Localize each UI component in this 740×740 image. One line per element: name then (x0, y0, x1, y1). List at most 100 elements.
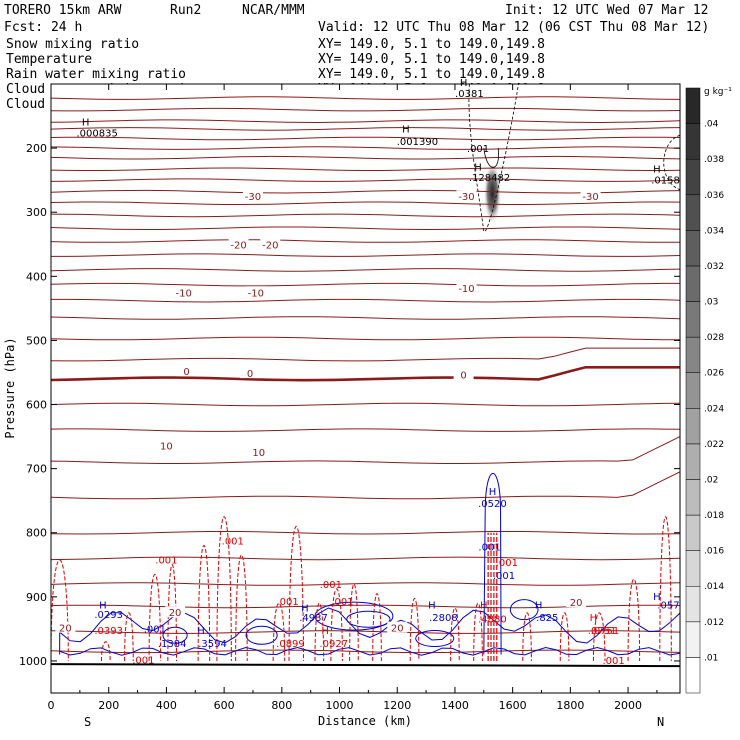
colorbar-tick-label: .014 (704, 582, 724, 592)
rain-contour (100, 641, 111, 661)
rain-contour (409, 597, 420, 661)
rain-contour (592, 612, 606, 661)
header-valid: Valid: 12 UTC Thu 08 Mar 12 (06 CST Thu … (318, 20, 709, 35)
rain-contour (330, 588, 343, 661)
x-tick-label: 200 (98, 699, 119, 712)
colorbar-swatch (685, 408, 701, 445)
cloud-water-column (483, 473, 502, 655)
isotherm (51, 336, 680, 341)
isotherm (51, 146, 680, 150)
colorbar-swatch (685, 230, 701, 267)
contour-annotation: .001 (496, 558, 518, 569)
field-coords: XY= 149.0, 5.1 to 149.0,149.8 (318, 37, 545, 52)
isotherm (51, 96, 680, 100)
isotherm (51, 471, 680, 500)
contour-annotation: H (590, 613, 598, 624)
isotherm (51, 239, 680, 243)
isotherm (51, 436, 680, 464)
contour-annotation: H (428, 600, 436, 611)
y-tick-label: 800 (26, 527, 47, 540)
contour-annotation: H (82, 118, 90, 129)
isotherm-label-bg (165, 606, 186, 618)
x-axis-title: Distance (km) (318, 714, 412, 728)
rain-contour (124, 612, 134, 661)
x-tick-label: 2000 (614, 699, 642, 712)
isotherm (51, 428, 680, 432)
plot-area: -30 -30 -30 -20 -20 -10 -10 -10 0 0 0 10 10 20 20 20 20 H… (19, 78, 681, 712)
rain-contour (372, 593, 382, 661)
contour-annotation: .001 (276, 597, 298, 608)
colorbar-swatch (685, 123, 701, 160)
isotherm (51, 402, 680, 407)
contour-annotation: H (301, 604, 309, 615)
colorbar-swatch (685, 621, 701, 658)
isotherm-label: 20 (391, 624, 404, 635)
isotherm-label-bg (156, 439, 177, 451)
contour-annotation: H (474, 163, 482, 174)
isotherm-label-bg (240, 367, 261, 379)
field-name: Snow mixing ratio (6, 37, 139, 52)
colorbar-tick-label: .036 (704, 191, 724, 201)
colorbar-units: g kg⁻¹ (704, 87, 732, 97)
ground-line (51, 663, 680, 668)
cloud-water-cell (509, 599, 539, 621)
y-tick-label: 900 (26, 591, 47, 604)
contour-annotation: .001 (467, 144, 489, 155)
contour-annotation: .001 (132, 656, 154, 667)
y-tick-label: 400 (26, 270, 47, 283)
x-tick-label: 1800 (556, 699, 584, 712)
isotherm-label: 20 (570, 598, 583, 609)
header-run: Run2 (170, 3, 201, 18)
colorbar-tick-label: .026 (704, 369, 724, 379)
isotherm-label-bg (173, 286, 194, 298)
contour-annotation: H (480, 600, 488, 611)
colorbar-swatch (685, 194, 701, 231)
field-coords: XY= 149.0, 5.1 to 149.0,149.8 (318, 67, 545, 82)
colorbar-swatch (685, 550, 701, 587)
cloud-water-contour (59, 607, 680, 655)
colorbar-swatch (685, 87, 701, 124)
plot-frame (50, 83, 681, 694)
rain-contour (148, 573, 162, 661)
rain-contour (627, 578, 641, 661)
rain-contour (450, 607, 460, 661)
contour-annotation: .001 (144, 625, 166, 636)
cloud-water-cell (415, 630, 455, 648)
contour-annotation: .3594 (198, 639, 227, 650)
colorbar-tick-label: .012 (704, 618, 724, 628)
isotherm (51, 155, 680, 160)
isotherm (51, 347, 680, 362)
isotherm-label: -30 (245, 192, 261, 203)
contour-annotation: .0751 (591, 626, 620, 637)
contour-annotation: .2808 (429, 613, 458, 624)
rain-contour (349, 583, 359, 661)
contour-annotation: .0293 (94, 610, 123, 621)
contour-annotation: .057 (657, 600, 679, 611)
header-org: NCAR/MMM (242, 3, 305, 18)
contour-annotation: .001 (155, 556, 177, 567)
isotherm-label-bg (456, 281, 477, 293)
colorbar-tick-label: .018 (704, 511, 724, 521)
y-tick-label: 200 (26, 142, 47, 155)
x-tick-label: 400 (156, 699, 177, 712)
x-endpoint-left: S (84, 715, 91, 729)
isotherm-label: 0 (183, 367, 189, 378)
contour-annotation: H (197, 626, 205, 637)
isotherm-label: -20 (262, 240, 278, 251)
rain-contour (197, 545, 211, 661)
rain-contour (659, 516, 672, 661)
colorbar-swatch (685, 301, 701, 338)
isotherm-label-bg (55, 621, 76, 633)
colorbar-tick-label: .034 (704, 226, 724, 236)
field-coords: XY= 149.0, 5.1 to 149.0,149.8 (318, 52, 545, 67)
colorbar-tick-label: .024 (704, 404, 724, 414)
isotherm-label: -10 (248, 288, 264, 299)
isotherm-label-bg (387, 621, 408, 633)
colorbar-swatch (685, 158, 701, 196)
contour-annotation: H (535, 600, 543, 611)
isotherm-label: -10 (176, 288, 192, 299)
isotherm-label: -20 (230, 240, 246, 251)
header-fcst: Fcst: 24 h (4, 20, 82, 35)
isotherm (51, 119, 680, 124)
isotherm (51, 366, 680, 382)
